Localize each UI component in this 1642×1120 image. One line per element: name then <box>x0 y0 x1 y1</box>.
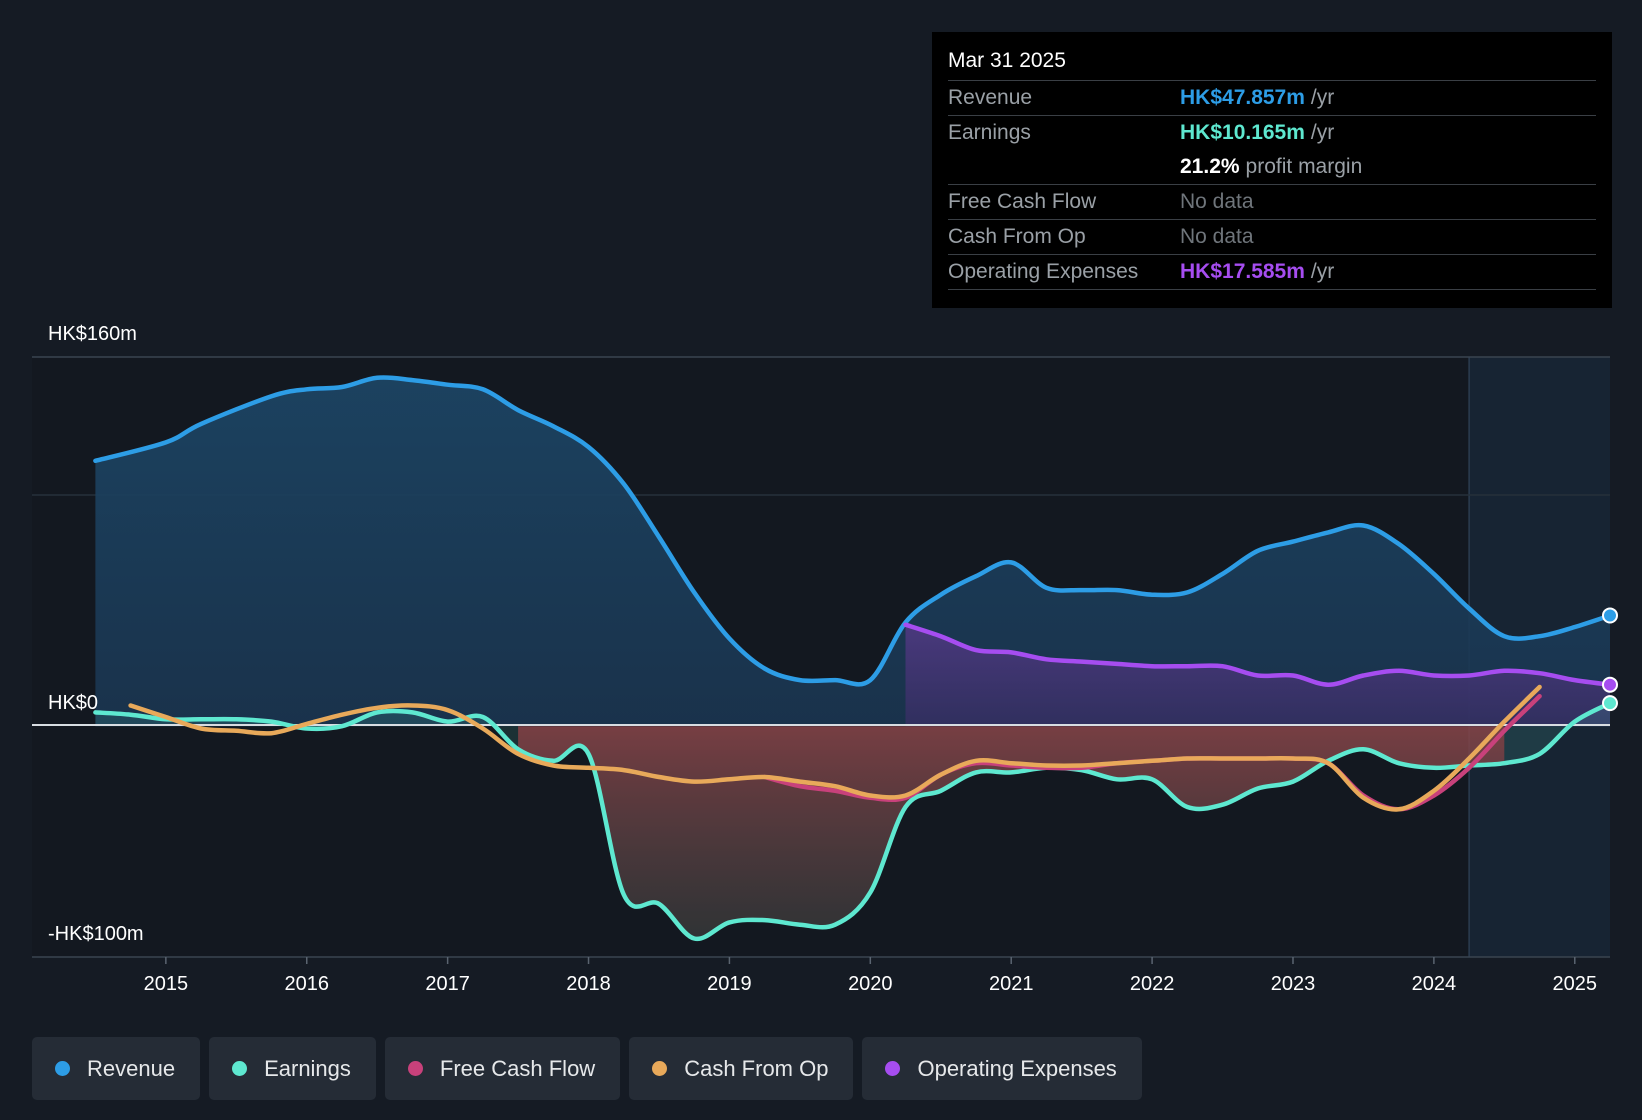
x-tick-label: 2016 <box>284 973 329 995</box>
tooltip-value: No data <box>1180 190 1254 213</box>
tooltip-date: Mar 31 2025 <box>948 46 1596 81</box>
tooltip-label: Free Cash Flow <box>948 190 1097 213</box>
negative-area <box>518 726 1505 939</box>
legend-dot-icon <box>407 1061 423 1076</box>
legend-dot-icon <box>885 1061 901 1076</box>
legend-label: Earnings <box>264 1055 351 1081</box>
legend-label: Cash From Op <box>684 1055 829 1081</box>
x-tick-label: 2024 <box>1412 973 1457 995</box>
x-tick-label: 2021 <box>989 973 1034 995</box>
legend-item-free-cash-flow[interactable]: Free Cash Flow <box>384 1037 621 1100</box>
legend-label: Operating Expenses <box>917 1055 1117 1081</box>
end-dot-revenue <box>1602 607 1618 624</box>
series-line-operating-expenses <box>903 622 1613 687</box>
series-line-cash-from-op <box>128 684 1542 812</box>
y-label-top: HK$160m <box>48 323 137 345</box>
opex-area <box>905 624 1610 727</box>
tooltip-value: HK$17.585m <box>1180 260 1305 283</box>
tooltip-label: Earnings <box>948 121 1031 144</box>
tooltip-row-revenue: Revenue HK$47.857m /yr <box>948 81 1596 116</box>
x-tick-label: 2017 <box>425 973 470 995</box>
tooltip-value: HK$47.857m <box>1180 86 1305 109</box>
tooltip-row-fcf: Free Cash Flow No data <box>948 185 1596 220</box>
tooltip-unit: profit margin <box>1245 155 1363 178</box>
x-tick-label: 2018 <box>566 973 611 995</box>
tooltip-row-opex: Operating Expenses HK$17.585m /yr <box>948 255 1596 290</box>
end-dot-operating-expenses <box>1602 676 1618 693</box>
tooltip-unit: /yr <box>1310 86 1335 109</box>
legend-dot-icon <box>232 1061 248 1076</box>
tooltip-row-earnings: Earnings HK$10.165m /yr <box>948 116 1596 150</box>
y-label-zero: HK$0 <box>48 692 98 714</box>
tooltip-row-margin: 21.2% profit margin <box>948 150 1596 185</box>
tooltip-value: HK$10.165m <box>1180 121 1305 144</box>
series-line-earnings <box>93 700 1613 942</box>
tooltip-unit: /yr <box>1310 121 1335 144</box>
end-dot-earnings <box>1602 695 1618 712</box>
legend-item-earnings[interactable]: Earnings <box>209 1037 376 1100</box>
legend-label: Revenue <box>87 1055 176 1081</box>
x-tick-label: 2015 <box>144 973 189 995</box>
tooltip-panel: Mar 31 2025 Revenue HK$47.857m /yr Earni… <box>932 32 1612 308</box>
x-tick-label: 2023 <box>1271 973 1316 995</box>
legend-dot-icon <box>652 1061 668 1076</box>
legend-item-revenue[interactable]: Revenue <box>32 1037 201 1100</box>
x-tick-label: 2022 <box>1130 973 1175 995</box>
earnings-area <box>95 703 1610 939</box>
x-tick-label: 2020 <box>848 973 893 995</box>
tooltip-value: 21.2% <box>1180 155 1240 178</box>
series-line-revenue <box>93 375 1613 687</box>
y-label-bottom: -HK$100m <box>48 923 144 945</box>
legend-item-cash-from-op[interactable]: Cash From Op <box>629 1037 854 1100</box>
legend-item-operating-expenses[interactable]: Operating Expenses <box>862 1037 1142 1100</box>
x-tick-label: 2025 <box>1553 973 1598 995</box>
tooltip-value: No data <box>1180 225 1254 248</box>
tooltip-row-cfo: Cash From Op No data <box>948 220 1596 255</box>
legend-label: Free Cash Flow <box>439 1055 596 1081</box>
tooltip-label: Operating Expenses <box>948 260 1139 283</box>
tooltip-label: Revenue <box>948 86 1033 109</box>
legend-dot-icon <box>55 1061 70 1076</box>
tooltip-unit: /yr <box>1310 260 1335 283</box>
revenue-area <box>95 377 1610 727</box>
x-tick-label: 2019 <box>707 973 752 995</box>
tooltip-label: Cash From Op <box>948 225 1086 248</box>
legend: Revenue Earnings Free Cash Flow Cash Fro… <box>32 1037 1142 1100</box>
